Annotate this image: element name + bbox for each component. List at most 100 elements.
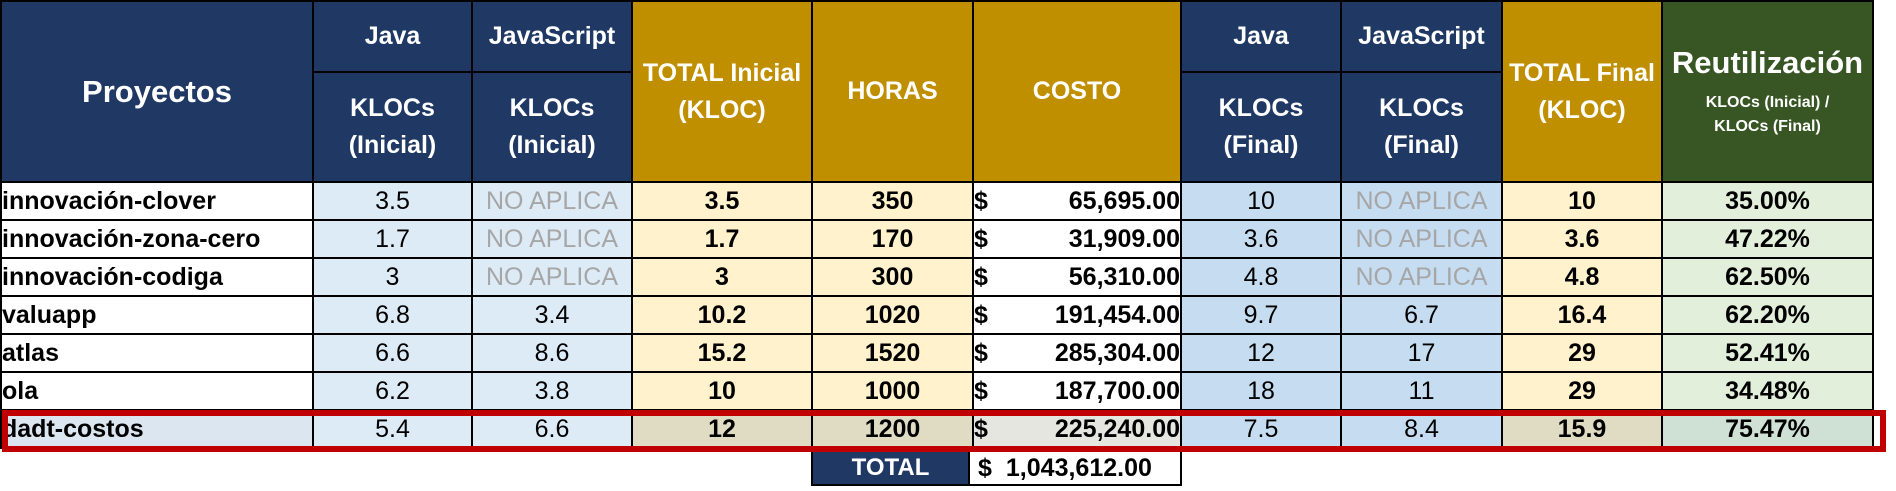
reutilizacion-cell: 35.00% xyxy=(1661,181,1874,221)
cost-amount: 285,304.00 xyxy=(1054,338,1180,367)
header-total-inicial: TOTAL Inicial (KLOC) xyxy=(631,0,813,183)
java-inicial-cell: 6.8 xyxy=(312,295,473,335)
js-final-cell: NO APLICA xyxy=(1340,257,1503,297)
js-inicial-cell: NO APLICA xyxy=(471,219,633,259)
currency-symbol: $ xyxy=(974,414,988,443)
project-name-cell: valuapp xyxy=(0,295,314,335)
java-final-cell: 3.6 xyxy=(1180,219,1342,259)
total-inicial-cell: 3 xyxy=(631,257,813,297)
java-final-cell: 9.7 xyxy=(1180,295,1342,335)
js-inicial-cell: 3.8 xyxy=(471,371,633,411)
horas-cell: 1020 xyxy=(811,295,974,335)
project-name-cell: ola xyxy=(0,371,314,411)
total-label: TOTAL xyxy=(811,450,970,486)
total-inicial-cell: 3.5 xyxy=(631,181,813,221)
reutilizacion-cell: 62.20% xyxy=(1661,295,1874,335)
total-amount: 1,043,612.00 xyxy=(1005,453,1152,482)
js-final-cell: 17 xyxy=(1340,333,1503,373)
js-inicial-cell: NO APLICA xyxy=(471,257,633,297)
header-horas: HORAS xyxy=(811,0,974,183)
total-final-cell: 15.9 xyxy=(1501,409,1663,449)
js-final-cell: NO APLICA xyxy=(1340,219,1503,259)
table-body: innovación-clover 3.5 NO APLICA 3.5 350 $65,6… xyxy=(0,181,1874,449)
table-row: innovación-codiga 3 NO APLICA 3 300 $56,310.0… xyxy=(0,257,1874,297)
cost-amount: 187,700.00 xyxy=(1054,376,1180,405)
java-final-cell: 12 xyxy=(1180,333,1342,373)
header-javascript-inicial: JavaScript xyxy=(471,0,633,73)
java-final-cell: 7.5 xyxy=(1180,409,1342,449)
total-inicial-cell: 10.2 xyxy=(631,295,813,335)
costo-cell: $187,700.00 xyxy=(972,371,1182,411)
total-inicial-cell: 15.2 xyxy=(631,333,813,373)
js-final-cell: 11 xyxy=(1340,371,1503,411)
horas-cell: 1520 xyxy=(811,333,974,373)
java-inicial-cell: 3.5 xyxy=(312,181,473,221)
project-name-cell: dadt-costos xyxy=(0,409,314,449)
js-inicial-cell: 6.6 xyxy=(471,409,633,449)
reutilizacion-cell: 75.47% xyxy=(1661,409,1874,449)
header-klocs-java-inicial: KLOCs (Inicial) xyxy=(312,71,473,183)
header-java-final: Java xyxy=(1180,0,1342,73)
cost-amount: 225,240.00 xyxy=(1054,414,1180,443)
total-inicial-cell: 12 xyxy=(631,409,813,449)
reutilizacion-cell: 52.41% xyxy=(1661,333,1874,373)
js-final-cell: 8.4 xyxy=(1340,409,1503,449)
total-inicial-cell: 1.7 xyxy=(631,219,813,259)
reutilizacion-cell: 47.22% xyxy=(1661,219,1874,259)
total-value: $ 1,043,612.00 xyxy=(970,450,1182,486)
total-inicial-cell: 10 xyxy=(631,371,813,411)
total-row: TOTAL $ 1,043,612.00 xyxy=(811,450,1182,486)
currency-symbol: $ xyxy=(974,300,988,329)
projects-table: Proyectos Java JavaScript TOTAL Inicial … xyxy=(0,0,1874,449)
total-final-cell: 3.6 xyxy=(1501,219,1663,259)
java-inicial-cell: 6.2 xyxy=(312,371,473,411)
cost-amount: 65,695.00 xyxy=(1068,186,1180,215)
table-row: valuapp 6.8 3.4 10.2 1020 $191,454.00 9.7 6.7 16… xyxy=(0,295,1874,335)
horas-cell: 1000 xyxy=(811,371,974,411)
horas-cell: 1200 xyxy=(811,409,974,449)
header-proyectos: Proyectos xyxy=(0,0,314,183)
table-row: innovación-zona-cero 1.7 NO APLICA 1.7 170 $3… xyxy=(0,219,1874,259)
total-final-cell: 16.4 xyxy=(1501,295,1663,335)
table-row: atlas 6.6 8.6 15.2 1520 $285,304.00 12 17 29 52.4… xyxy=(0,333,1874,373)
costo-cell: $285,304.00 xyxy=(972,333,1182,373)
java-final-cell: 10 xyxy=(1180,181,1342,221)
costo-cell: $31,909.00 xyxy=(972,219,1182,259)
costo-cell: $65,695.00 xyxy=(972,181,1182,221)
reutilizacion-cell: 62.50% xyxy=(1661,257,1874,297)
currency-symbol: $ xyxy=(978,453,992,482)
project-name-cell: innovación-zona-cero xyxy=(0,219,314,259)
java-final-cell: 18 xyxy=(1180,371,1342,411)
currency-symbol: $ xyxy=(974,376,988,405)
costo-cell: $56,310.00 xyxy=(972,257,1182,297)
currency-symbol: $ xyxy=(974,186,988,215)
js-inicial-cell: 8.6 xyxy=(471,333,633,373)
header-klocs-java-final: KLOCs (Final) xyxy=(1180,71,1342,183)
total-final-cell: 10 xyxy=(1501,181,1663,221)
header-klocs-js-inicial: KLOCs (Inicial) xyxy=(471,71,633,183)
java-inicial-cell: 5.4 xyxy=(312,409,473,449)
table-row: dadt-costos 5.4 6.6 12 1200 $225,240.00 7.5 8.4… xyxy=(0,409,1874,449)
reutilizacion-cell: 34.48% xyxy=(1661,371,1874,411)
horas-cell: 300 xyxy=(811,257,974,297)
java-final-cell: 4.8 xyxy=(1180,257,1342,297)
js-inicial-cell: NO APLICA xyxy=(471,181,633,221)
horas-cell: 350 xyxy=(811,181,974,221)
total-final-cell: 29 xyxy=(1501,333,1663,373)
header-klocs-js-final: KLOCs (Final) xyxy=(1340,71,1503,183)
js-final-cell: NO APLICA xyxy=(1340,181,1503,221)
java-inicial-cell: 1.7 xyxy=(312,219,473,259)
header-java-inicial: Java xyxy=(312,0,473,73)
total-final-cell: 4.8 xyxy=(1501,257,1663,297)
header-javascript-final: JavaScript xyxy=(1340,0,1503,73)
java-inicial-cell: 3 xyxy=(312,257,473,297)
header-costo: COSTO xyxy=(972,0,1182,183)
js-inicial-cell: 3.4 xyxy=(471,295,633,335)
table-row: ola 6.2 3.8 10 1000 $187,700.00 18 11 29 34.48% xyxy=(0,371,1874,411)
table-row: innovación-clover 3.5 NO APLICA 3.5 350 $65,6… xyxy=(0,181,1874,221)
costo-cell: $225,240.00 xyxy=(972,409,1182,449)
currency-symbol: $ xyxy=(974,262,988,291)
currency-symbol: $ xyxy=(974,338,988,367)
costo-cell: $191,454.00 xyxy=(972,295,1182,335)
project-name-cell: innovación-clover xyxy=(0,181,314,221)
